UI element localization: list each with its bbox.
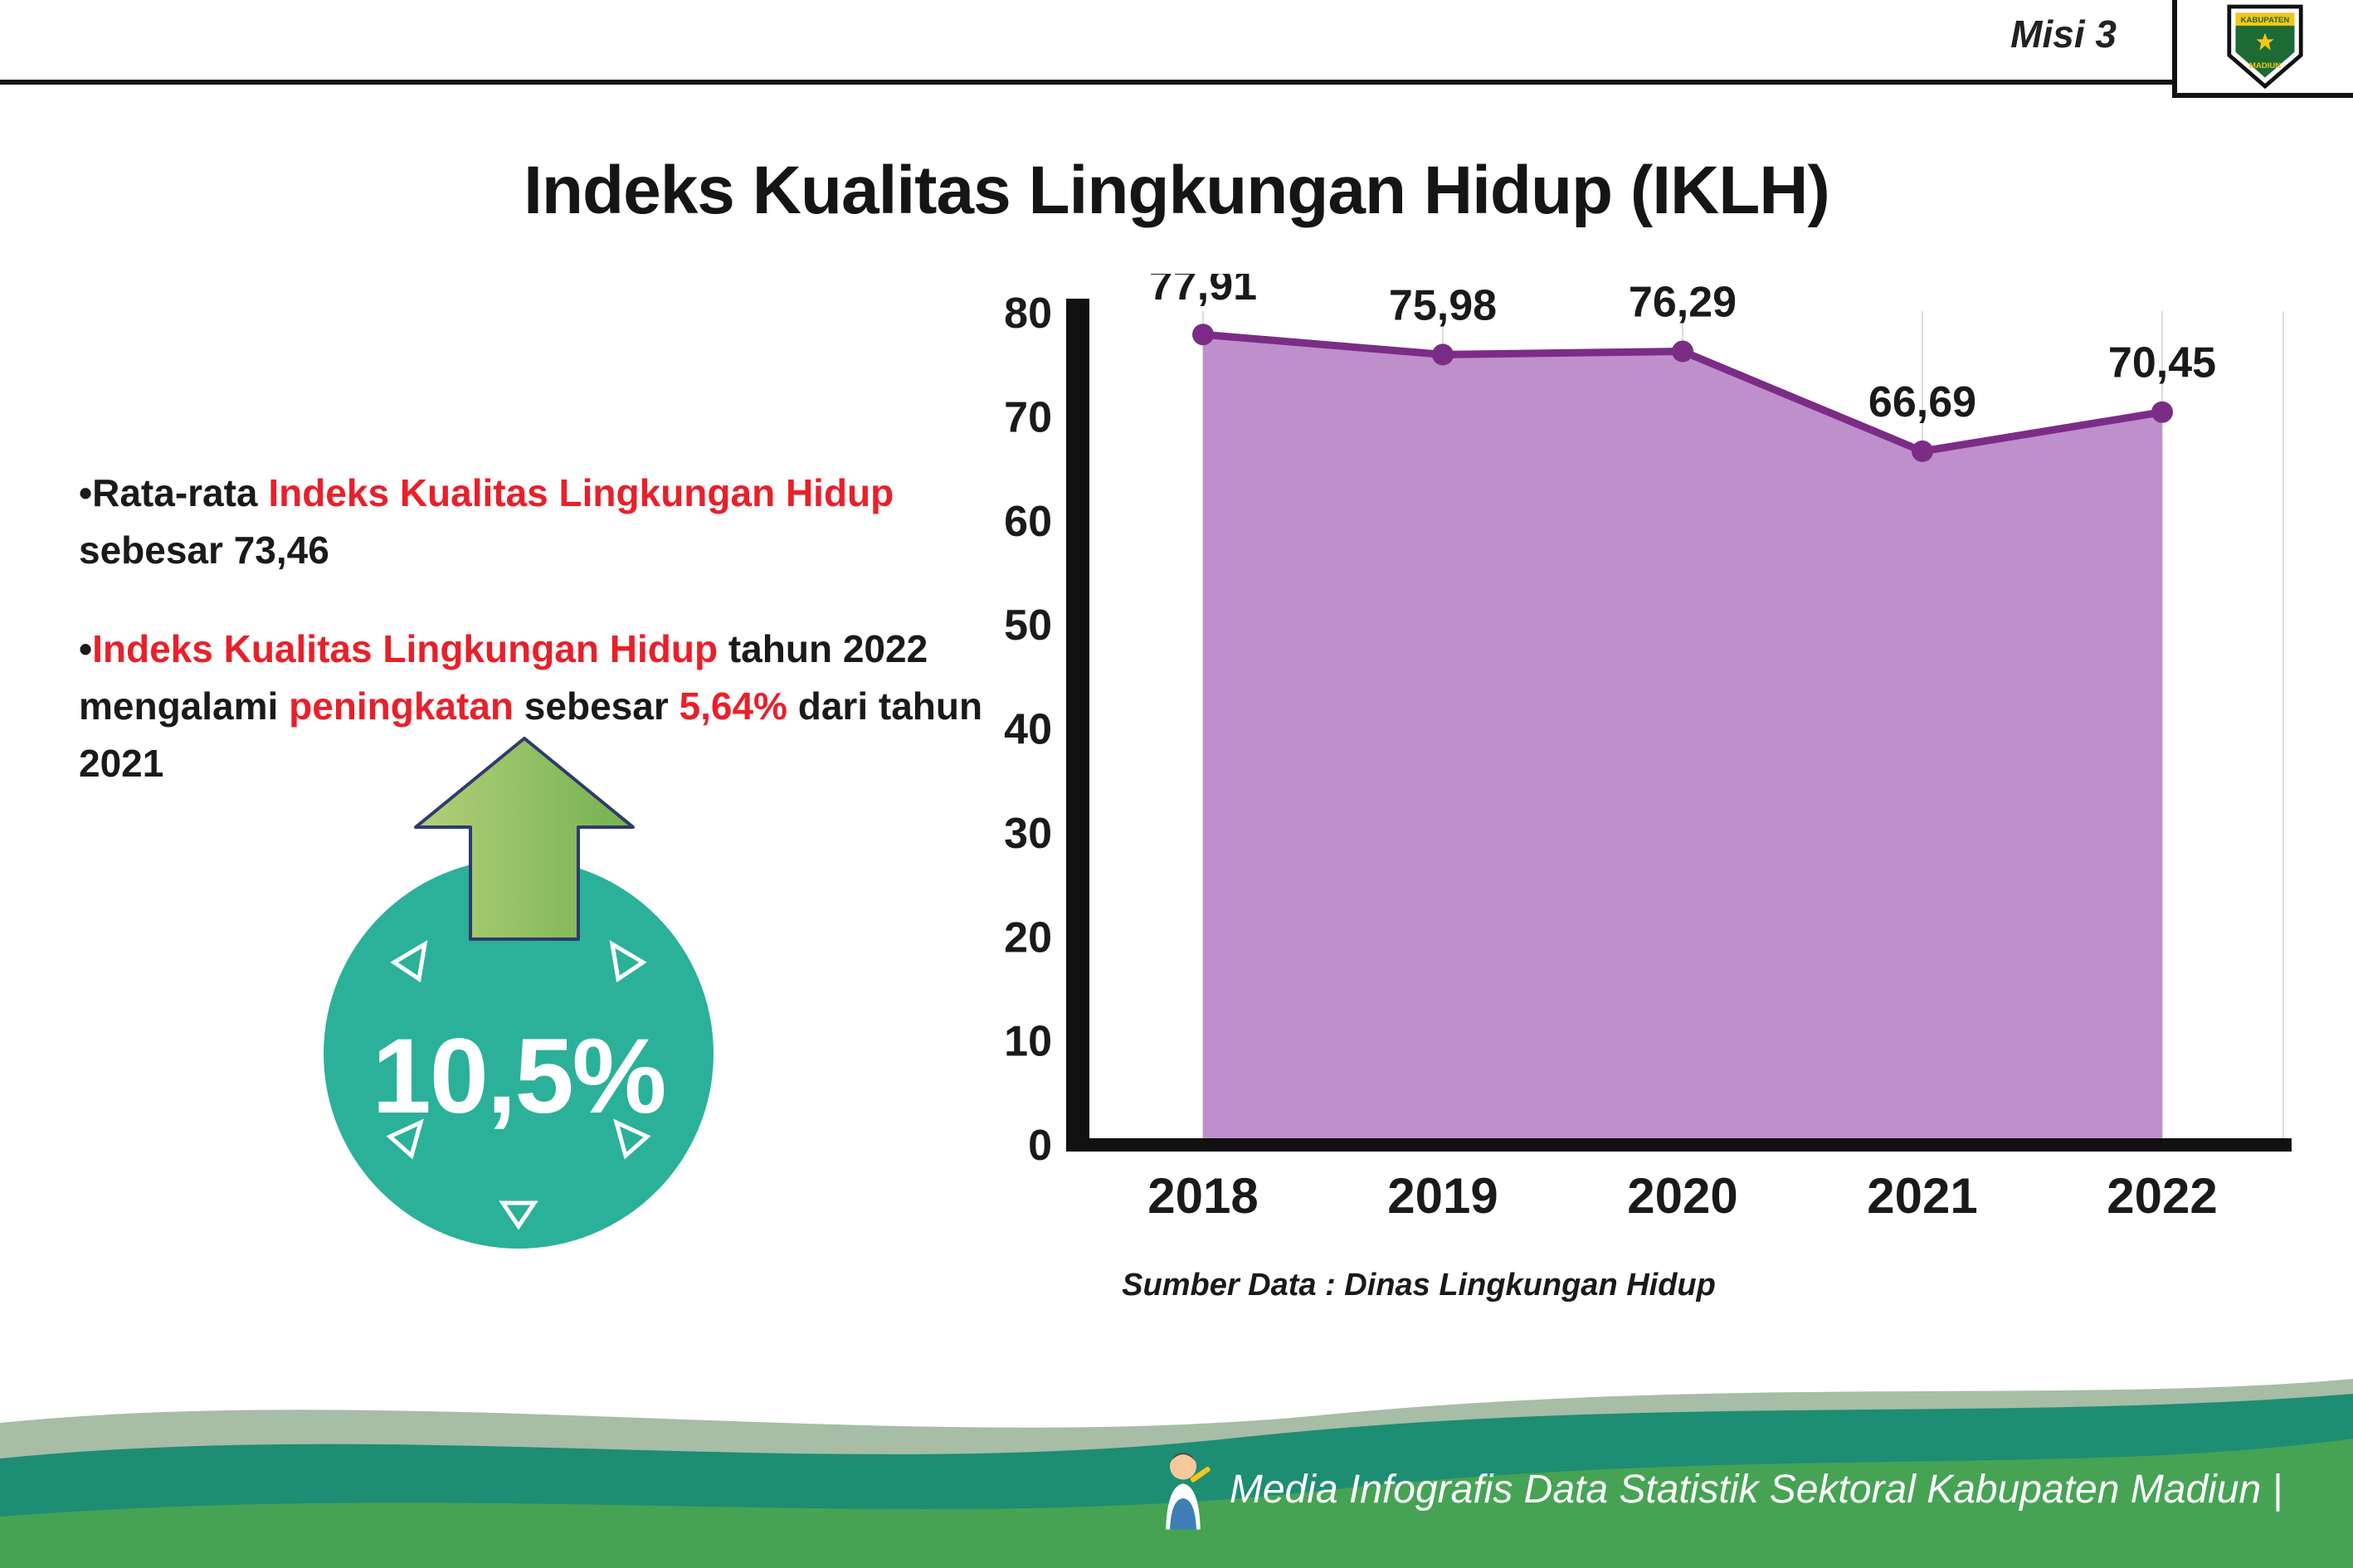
bullet1-text: Rata-rata xyxy=(92,471,269,514)
y-tick-label: 80 xyxy=(1004,290,1052,338)
increase-percentage: 10,5% xyxy=(372,1017,667,1136)
crest-icon: KABUPATEN MADIUN xyxy=(2227,4,2303,89)
y-tick-label: 10 xyxy=(1004,1018,1052,1066)
area-fill xyxy=(1203,334,2162,1140)
x-axis xyxy=(1066,1138,2292,1152)
y-tick-label: 20 xyxy=(1004,913,1052,962)
bullet2-text-1: tahun 2022 mengalami xyxy=(79,627,928,728)
bullet-marker: • xyxy=(79,627,93,670)
footer-credit: Media Infografis Data Statistik Sektoral… xyxy=(1150,1446,2282,1533)
misi-label: Misi 3 xyxy=(2010,12,2117,56)
logo-text-kabupaten: KABUPATEN xyxy=(2241,16,2290,25)
y-tick-label: 40 xyxy=(1004,706,1052,754)
bullet2-text-3: dari tahun 2021 xyxy=(79,684,983,785)
data-point xyxy=(1432,343,1454,366)
data-source: Sumber Data : Dinas Lingkungan Hidup xyxy=(1122,1268,1716,1303)
y-tick-label: 50 xyxy=(1004,601,1052,650)
credit-text: Media Infografis Data Statistik Sektoral… xyxy=(1229,1468,2282,1512)
star-icon xyxy=(2256,32,2274,51)
bullet1-highlight: Indeks Kualitas Lingkungan Hidup xyxy=(268,471,894,514)
y-tick-label: 30 xyxy=(1004,810,1052,858)
badge-triangle-decorations xyxy=(386,940,651,1230)
value-label: 77,91 xyxy=(1149,274,1257,309)
data-point xyxy=(1912,440,1933,462)
bullet2-text-2: sebesar xyxy=(514,684,680,728)
kabupaten-madiun-logo: KABUPATEN MADIUN xyxy=(2172,0,2353,98)
y-axis xyxy=(1066,299,1089,1152)
bullet-marker: • xyxy=(79,471,93,514)
bullet2-highlight-3: 5,64% xyxy=(679,684,787,728)
x-tick-label: 2022 xyxy=(2107,1168,2217,1224)
value-label: 75,98 xyxy=(1389,281,1497,329)
page-title: Indeks Kualitas Lingkungan Hidup (IKLH) xyxy=(524,152,1830,228)
header-divider xyxy=(0,80,2172,85)
value-label: 70,45 xyxy=(2108,339,2216,387)
footer: Media Infografis Data Statistik Sektoral… xyxy=(0,1352,2353,1568)
iklh-area-chart: 0 10 20 30 40 50 60 70 80 2018 2019 2020 2021 2022 77,… xyxy=(1004,274,2292,1224)
x-tick-label: 2018 xyxy=(1147,1168,1258,1224)
mascot-icon xyxy=(1166,1453,1211,1530)
bullet2-highlight-1: Indeks Kualitas Lingkungan Hidup xyxy=(92,627,719,670)
y-tick-label: 0 xyxy=(1028,1122,1052,1170)
up-arrow-icon xyxy=(414,737,635,941)
iklh-chart: 0 10 20 30 40 50 60 70 80 2018 2019 2020 2021 2022 77,… xyxy=(962,274,2323,1344)
y-tick-label: 60 xyxy=(1004,498,1052,546)
value-label: 66,69 xyxy=(1868,378,1976,426)
data-point xyxy=(2151,401,2173,423)
value-label: 76,29 xyxy=(1629,279,1737,327)
data-point xyxy=(1192,324,1214,346)
bullet-increase-2022: •Indeks Kualitas Lingkungan Hidup tahun … xyxy=(79,621,1041,792)
data-point xyxy=(1672,340,1693,363)
x-tick-label: 2019 xyxy=(1387,1168,1498,1224)
bullet1-text-end: sebesar 73,46 xyxy=(79,528,329,572)
bullet-average-iklh: •Rata-rata Indeks Kualitas Lingkungan Hi… xyxy=(79,465,1041,579)
bullet2-highlight-2: peningkatan xyxy=(289,684,514,728)
x-tick-label: 2020 xyxy=(1627,1168,1737,1224)
x-tick-label: 2021 xyxy=(1867,1168,1977,1224)
logo-text-madiun: MADIUN xyxy=(2249,61,2281,71)
y-tick-label: 70 xyxy=(1004,393,1052,441)
summary-bullets: •Rata-rata Indeks Kualitas Lingkungan Hi… xyxy=(79,465,1041,834)
